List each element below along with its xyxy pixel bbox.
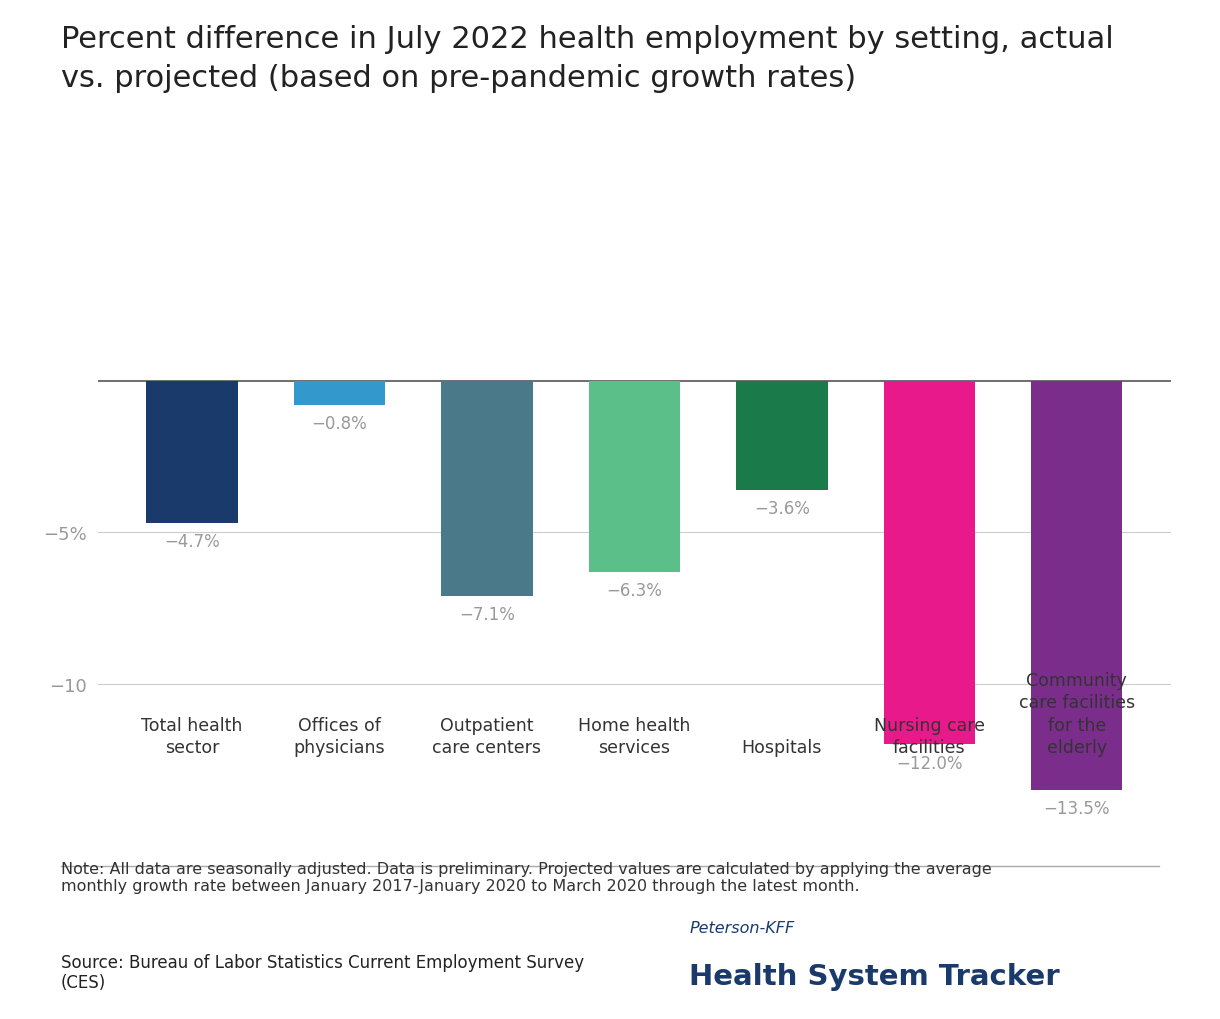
Text: −12.0%: −12.0% — [895, 754, 963, 771]
Text: Offices of
physicians: Offices of physicians — [294, 716, 386, 756]
Text: Percent difference in July 2022 health employment by setting, actual
vs. project: Percent difference in July 2022 health e… — [61, 25, 1114, 93]
Text: Source: Bureau of Labor Statistics Current Employment Survey
(CES): Source: Bureau of Labor Statistics Curre… — [61, 953, 584, 991]
Bar — [442, 381, 533, 596]
Text: −13.5%: −13.5% — [1043, 799, 1110, 817]
Bar — [589, 381, 680, 572]
Text: Peterson-KFF: Peterson-KFF — [689, 920, 794, 935]
Text: Health System Tracker: Health System Tracker — [689, 963, 1060, 990]
Text: −6.3%: −6.3% — [606, 581, 662, 599]
Text: Total health
sector: Total health sector — [142, 716, 243, 756]
Bar — [294, 381, 386, 406]
Text: Note: All data are seasonally adjusted. Data is preliminary. Projected values ar: Note: All data are seasonally adjusted. … — [61, 861, 992, 894]
Bar — [1031, 381, 1122, 790]
Bar — [146, 381, 238, 524]
Bar — [883, 381, 975, 745]
Text: −4.7%: −4.7% — [165, 533, 220, 551]
Text: −3.6%: −3.6% — [754, 499, 810, 518]
Text: Hospitals: Hospitals — [742, 738, 822, 756]
Text: −0.8%: −0.8% — [311, 415, 367, 433]
Text: Nursing care
facilities: Nursing care facilities — [874, 716, 985, 756]
Text: Community
care facilities
for the
elderly: Community care facilities for the elderl… — [1019, 672, 1135, 756]
Text: Outpatient
care centers: Outpatient care centers — [432, 716, 542, 756]
Text: −7.1%: −7.1% — [459, 605, 515, 624]
Bar — [736, 381, 827, 490]
Text: Home health
services: Home health services — [578, 716, 691, 756]
